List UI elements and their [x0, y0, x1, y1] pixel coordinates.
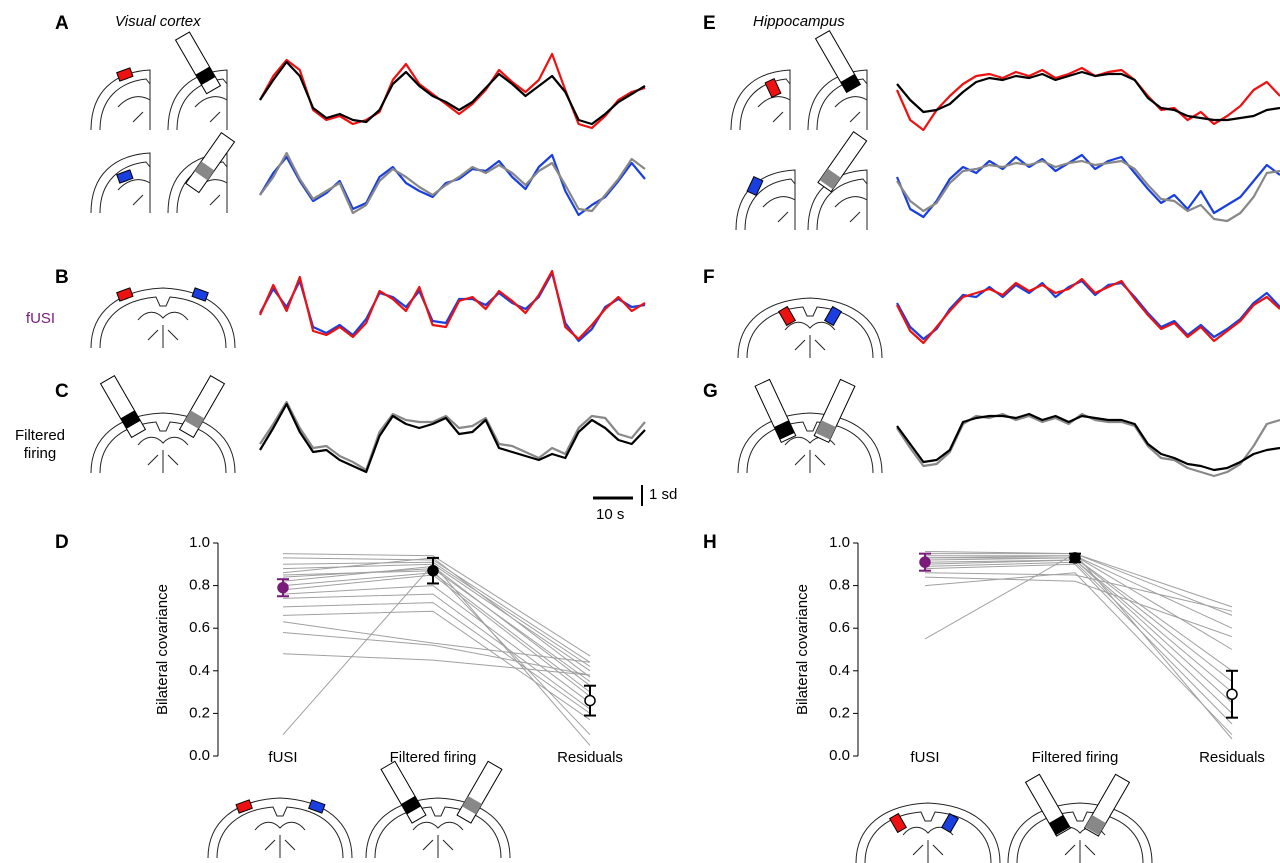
y-tick-label: 0.4	[829, 662, 850, 679]
subject-line	[924, 563, 1233, 725]
subject-line	[282, 593, 591, 710]
trace	[895, 153, 1280, 219]
trace	[259, 153, 646, 217]
subject-line	[282, 553, 591, 657]
mean-point	[919, 556, 931, 568]
y-tick-label: 1.0	[829, 534, 850, 551]
schematic	[90, 31, 511, 859]
trace	[259, 400, 646, 472]
panel-letter: D	[55, 532, 69, 553]
y-tick-label: 0.0	[829, 747, 850, 764]
trace	[896, 412, 1280, 478]
trace	[259, 271, 646, 343]
subject-line	[282, 632, 591, 676]
subject-line	[282, 610, 591, 721]
x-tick-label: Filtered firing	[1032, 749, 1119, 766]
y-axis-label: Bilateral covariance	[794, 584, 811, 715]
y-tick-label: 1.0	[189, 534, 210, 551]
trace	[896, 279, 1280, 341]
mean-point	[277, 581, 289, 594]
subject-line	[924, 576, 1233, 638]
x-tick-label: fUSI	[268, 749, 297, 766]
y-tick-label: 0.2	[829, 704, 850, 721]
panel-letter: H	[703, 532, 717, 553]
x-tick-label: Filtered firing	[390, 749, 477, 766]
y-tick-label: 0.8	[829, 577, 850, 594]
subject-line	[924, 555, 1233, 650]
subject-line	[925, 555, 1233, 629]
region-title: Visual cortex	[115, 13, 201, 30]
x-tick-label: fUSI	[910, 749, 939, 766]
schematic	[730, 30, 1153, 863]
time-scale-label: 10 s	[596, 506, 624, 523]
x-tick-label: Residuals	[557, 749, 623, 766]
region-title: Hippocampus	[753, 13, 845, 30]
trace	[896, 159, 1280, 223]
subject-line	[282, 602, 591, 714]
panel-letter: C	[55, 381, 69, 402]
y-tick-label: 0.2	[189, 704, 210, 721]
panel-letter: B	[55, 267, 69, 288]
y-tick-label: 0.8	[189, 577, 210, 594]
trace	[259, 402, 646, 474]
panel-letter: E	[703, 13, 716, 34]
trace	[259, 52, 646, 130]
amplitude-scale-label: 1 sd	[649, 486, 677, 503]
trace	[896, 277, 1280, 345]
trace	[259, 151, 646, 215]
y-axis-label: Bilateral covariance	[154, 584, 171, 715]
mean-point	[584, 694, 596, 707]
panel-letter: A	[55, 13, 69, 34]
x-tick-label: Residuals	[1199, 749, 1265, 766]
trace	[896, 412, 1280, 472]
y-tick-label: 0.4	[189, 662, 210, 679]
mean-point	[1069, 552, 1081, 564]
subject-line	[924, 572, 1233, 736]
y-tick-label: 0.0	[189, 747, 210, 764]
subject-line	[282, 563, 591, 672]
trace	[895, 66, 1280, 132]
trace	[896, 70, 1280, 122]
subject-line	[282, 570, 591, 736]
panel-letter: G	[703, 381, 718, 402]
row-label: Filtered firing	[14, 427, 66, 462]
trace	[259, 60, 646, 126]
subject-line	[282, 653, 591, 676]
y-tick-label: 0.6	[189, 619, 210, 636]
trace	[258, 269, 646, 341]
mean-point	[1226, 688, 1238, 700]
subject-line	[924, 572, 1233, 612]
panel-letter: F	[703, 267, 715, 288]
subject-line	[282, 621, 591, 663]
mean-point	[427, 564, 439, 577]
row-label: fUSI	[25, 310, 56, 327]
subject-line	[924, 559, 1233, 693]
subject-line	[282, 585, 591, 704]
y-tick-label: 0.6	[829, 619, 850, 636]
